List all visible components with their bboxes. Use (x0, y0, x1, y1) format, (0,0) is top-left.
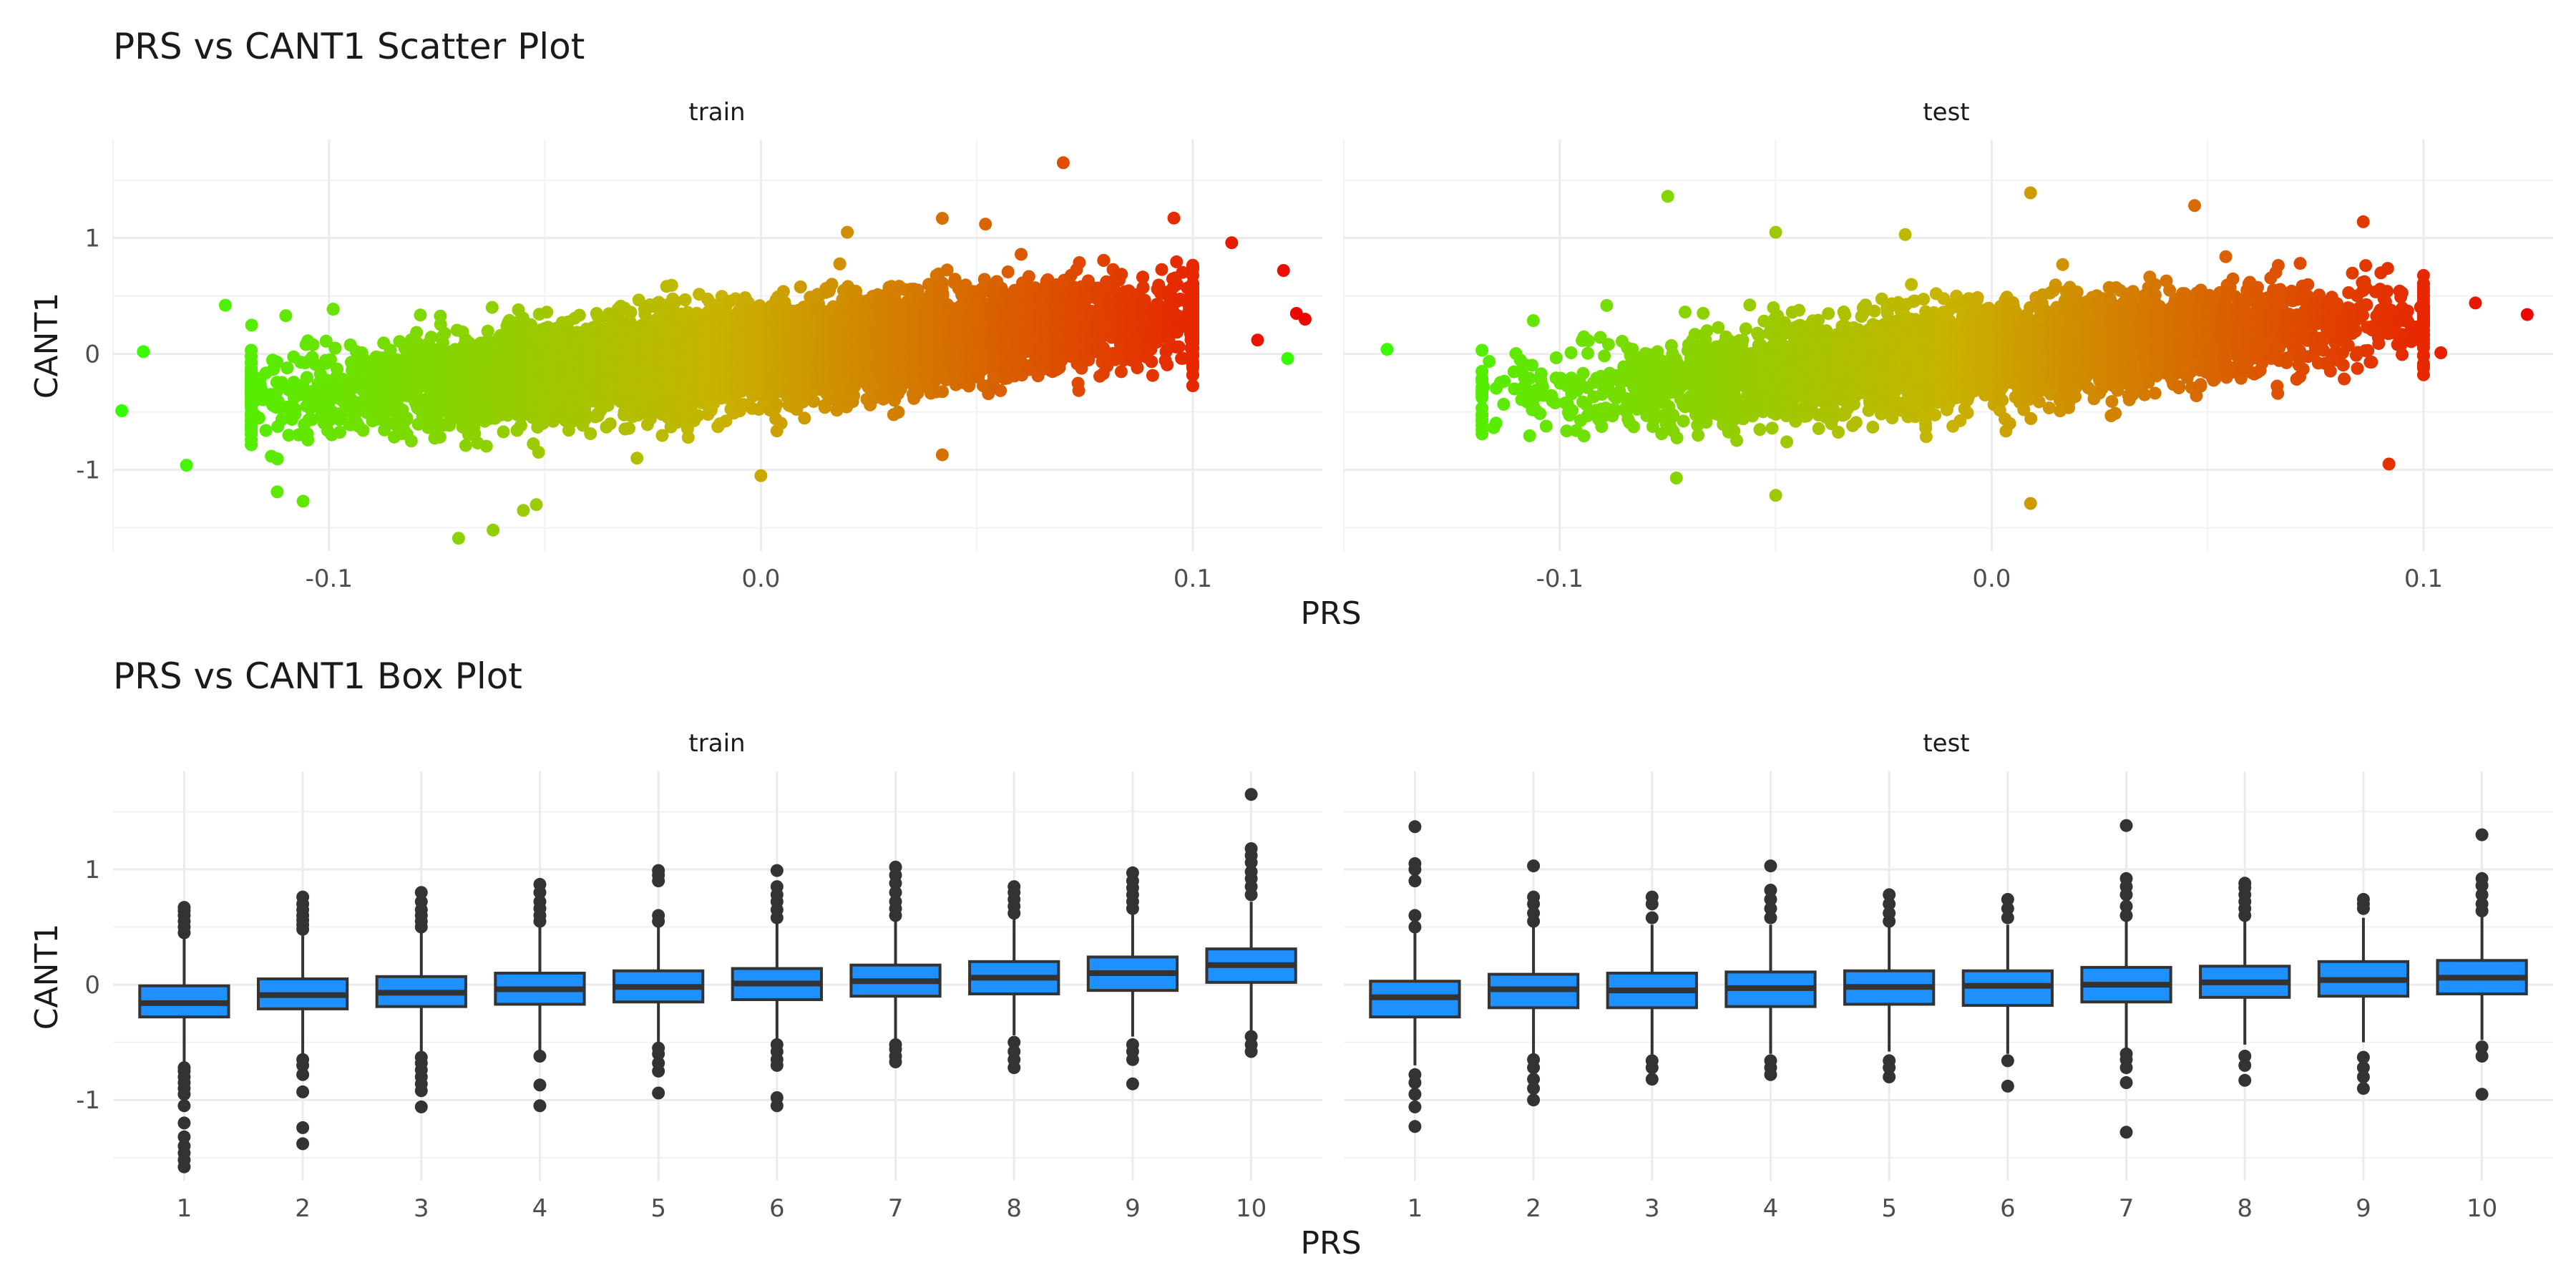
scatter-point (678, 293, 692, 306)
scatter-point (326, 303, 340, 316)
scatter-x-tick-label: -0.1 (306, 565, 353, 593)
scatter-point (270, 356, 284, 369)
scatter-point (180, 459, 193, 472)
scatter-point (622, 421, 635, 435)
scatter-point (306, 338, 320, 351)
scatter-point (288, 402, 302, 416)
scatter-y-tick-label: -1 (76, 457, 100, 485)
scatter-point (331, 362, 344, 376)
scatter-strip-test: test (1923, 98, 1969, 127)
scatter-y-tick-label: 1 (84, 225, 100, 253)
scatter-point (479, 439, 493, 453)
scatter-point (137, 345, 150, 358)
scatter-point (282, 429, 296, 442)
scatter-point (301, 433, 315, 447)
scatter-point (356, 424, 370, 437)
scatter-point (603, 417, 617, 431)
scatter-point (459, 439, 472, 452)
scatter-point (540, 306, 554, 319)
scatter-point (319, 334, 333, 348)
scatter-x-tick-label: 0.0 (741, 565, 780, 593)
scatter-point (328, 341, 342, 355)
scatter-point (323, 353, 337, 366)
scatter-point (300, 371, 313, 384)
scatter-y-tick-label: 0 (84, 341, 100, 369)
scatter-point (384, 343, 397, 357)
scatter-title: PRS vs CANT1 Scatter Plot (113, 26, 585, 67)
scatter-point (245, 318, 258, 332)
scatter-point (681, 431, 695, 444)
scatter-point (404, 434, 418, 448)
scatter-point (245, 356, 258, 370)
scatter-point (452, 532, 465, 545)
scatter-point (754, 469, 768, 482)
scatter-point (485, 301, 499, 314)
scatter-point (584, 427, 597, 441)
scatter-point (259, 424, 273, 437)
scatter-point (424, 331, 438, 344)
scatter-panel-train: -1 0 1 -0.1 0.0 0.1 (76, 140, 1322, 593)
scatter-point (252, 411, 265, 425)
scatter-strip-train: train (688, 98, 745, 127)
scatter-point (530, 498, 543, 512)
scatter-point (665, 278, 678, 292)
scatter-point (308, 358, 322, 371)
scatter-point (481, 324, 494, 338)
scatter-point (279, 309, 293, 323)
scatter-point (336, 407, 350, 421)
scatter-point (433, 430, 447, 444)
scatter-point (400, 411, 414, 425)
scatter-point (245, 419, 258, 433)
scatter-point (532, 446, 545, 459)
scatter-point (305, 413, 318, 426)
scatter-point (624, 306, 638, 319)
scatter-x-tick-label: 0.1 (1174, 565, 1212, 593)
scatter-point (497, 425, 510, 439)
scatter-point (245, 343, 258, 357)
scatter-point (218, 298, 232, 312)
scatter-point (630, 452, 644, 465)
scatter-point (770, 398, 784, 411)
scatter-point (245, 438, 258, 452)
scatter-point (487, 523, 500, 537)
scatter-point (410, 326, 424, 339)
scatter-point (296, 494, 310, 508)
scatter-point (517, 504, 530, 517)
scatter-point (776, 285, 790, 298)
scatter-point (115, 404, 129, 417)
scatter-point (270, 452, 284, 466)
scatter-point (438, 327, 452, 340)
scatter-point (379, 416, 393, 429)
scatter-point (572, 308, 586, 322)
scatter-point (333, 426, 346, 439)
scatter-point (774, 416, 788, 430)
scatter-point (280, 361, 294, 375)
scatter-point (270, 485, 284, 499)
scatter-point (414, 308, 427, 322)
